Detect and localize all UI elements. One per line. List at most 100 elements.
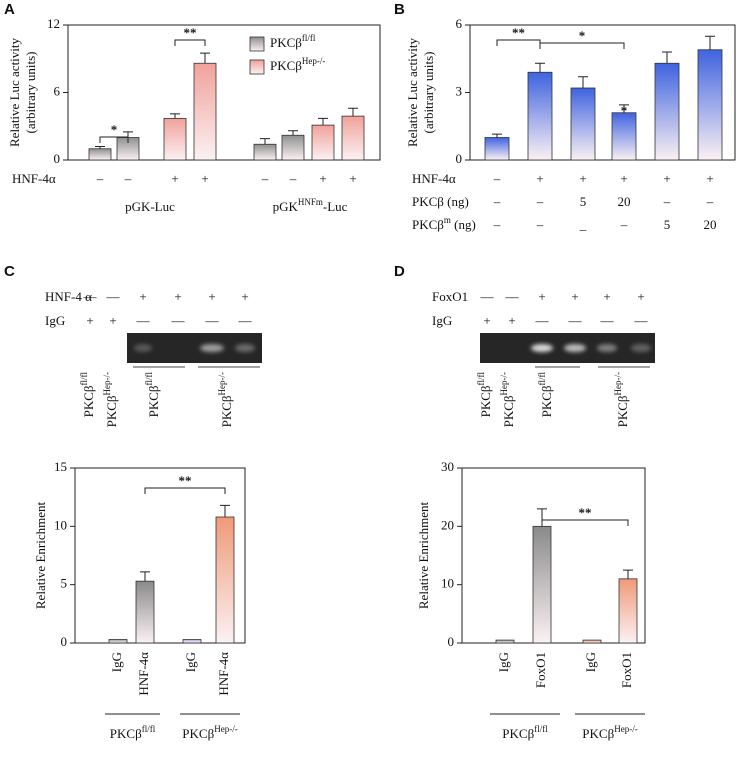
y-tick-label: 5 [61, 576, 68, 591]
group-label: PKCβHep-/- [182, 724, 237, 741]
y-tick-label: 3 [456, 83, 463, 98]
x-tick-label: HNF-4α [136, 652, 151, 696]
lane-label-text: PKCβ [478, 385, 493, 417]
gel-band [597, 344, 617, 352]
significance-bracket [541, 519, 629, 526]
error-bar [705, 35, 715, 50]
bar [527, 71, 553, 161]
gel-mark: — [568, 313, 583, 328]
significance-bracket [539, 42, 625, 49]
condition-mark: + [620, 171, 627, 186]
group-label-text: PKCβ [182, 726, 214, 741]
gel-mark: + [241, 289, 248, 304]
y-tick-label: 0 [448, 634, 455, 649]
panel-letter: D [394, 263, 405, 280]
panel-letter: C [4, 263, 15, 280]
group-label-sup: Hep-/- [214, 724, 238, 734]
gel-mark: — [535, 313, 550, 328]
group-label-text: pGK [273, 199, 299, 214]
bar [108, 639, 128, 644]
error-bar [535, 62, 545, 73]
bar [484, 137, 510, 161]
gel-mark: + [603, 289, 610, 304]
lane-label-text: PKCβ [104, 395, 119, 427]
gel-mark: — [83, 289, 98, 304]
y-axis-label: Relative Enrichment [33, 502, 48, 610]
significance-bracket [144, 487, 226, 494]
error-bar [288, 130, 298, 136]
group-label-text: pGK-Luc [125, 199, 175, 214]
y-tick-label: 6 [456, 16, 463, 31]
error-bar [623, 569, 633, 579]
gel-mark: + [483, 313, 490, 328]
gel-mark: + [571, 289, 578, 304]
x-tick-label: HNF-4α [216, 652, 231, 696]
condition-mark: – [493, 171, 501, 186]
lane-label-sup: fl/fl [144, 372, 154, 386]
lane-label-text: PKCβ [501, 395, 516, 427]
y-tick-label: 0 [61, 634, 68, 649]
lane-label: PKCβHep-/- [613, 372, 630, 427]
gel-band [134, 344, 152, 352]
significance-label: * [111, 122, 118, 137]
gel-mark: — [136, 313, 151, 328]
condition-label: PKCβ (ng) [412, 194, 469, 209]
panel-letter: B [394, 1, 405, 18]
condition-mark: – [536, 217, 544, 232]
group-label-text: PKCβ [582, 726, 614, 741]
condition-label: PKCβm (ng) [412, 215, 476, 232]
bar [570, 87, 596, 161]
condition-label: HNF-4α [12, 171, 56, 186]
gel-mark: — [171, 313, 186, 328]
plot-frame [74, 467, 246, 644]
lane-label-text: PKCβ [615, 395, 630, 427]
lane-label-sup: Hep-/- [102, 372, 112, 396]
condition-mark: + [579, 171, 586, 186]
gel-mark: + [109, 313, 116, 328]
bar [697, 49, 723, 161]
condition-label-sup: m [444, 215, 451, 225]
lane-label-sup: Hep-/- [217, 372, 227, 396]
bar [618, 578, 638, 644]
error-bar [140, 571, 150, 582]
condition-label-text: PKCβ [412, 217, 444, 232]
bar [163, 117, 187, 161]
panel-letter: A [4, 1, 15, 18]
gel-mark: + [538, 289, 545, 304]
gel-row-label: HNF-4 α [45, 289, 92, 304]
gel-band [531, 344, 553, 352]
condition-mark: + [706, 171, 713, 186]
condition-mark: – [261, 171, 269, 186]
condition-mark: – [124, 171, 132, 186]
gel-mark: + [637, 289, 644, 304]
lane-label: PKCβHep-/- [102, 372, 119, 427]
x-tick-label: FoxO1 [533, 652, 548, 688]
error-bar [348, 107, 358, 117]
lane-label: PKCβfl/fl [144, 372, 161, 418]
error-bar [318, 117, 328, 126]
gel-row-label: IgG [45, 313, 65, 328]
condition-mark: + [349, 171, 356, 186]
lane-label: PKCβHep-/- [499, 372, 516, 427]
legend-label: PKCβfl/fl [270, 33, 316, 50]
legend-label-sup: Hep-/- [302, 56, 326, 66]
gel-row-label: FoxO1 [432, 289, 468, 304]
y-tick-label: 30 [441, 459, 454, 474]
error-bar [578, 76, 588, 88]
condition-mark: + [319, 171, 326, 186]
bar [311, 124, 335, 161]
bar [495, 639, 515, 644]
condition-mark: 20 [618, 194, 631, 209]
y-axis-label: Relative Luc activity [405, 37, 420, 147]
gel-mark: + [86, 313, 93, 328]
x-tick-label: IgG [183, 652, 198, 672]
lane-label-text: PKCβ [81, 385, 96, 417]
x-tick-label: FoxO1 [619, 652, 634, 688]
group-label-sup: fl/fl [534, 724, 548, 734]
error-bar [95, 146, 105, 149]
condition-mark: 20 [704, 217, 717, 232]
condition-mark: 5 [664, 217, 671, 232]
lane-label-sup: Hep-/- [613, 372, 623, 396]
condition-mark: – [289, 171, 297, 186]
condition-mark: _ [579, 217, 587, 232]
